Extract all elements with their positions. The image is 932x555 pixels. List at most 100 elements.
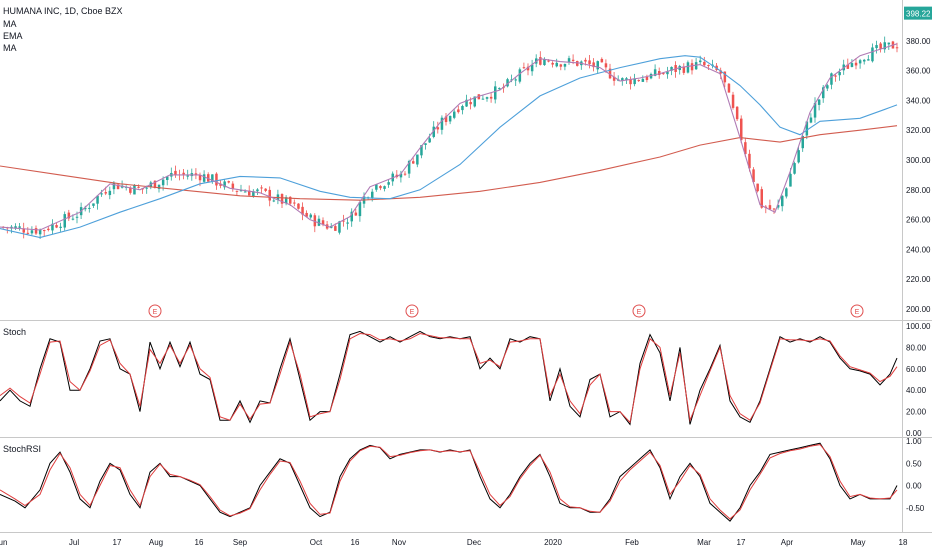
price-tick-label: 220.00 xyxy=(906,275,931,284)
candle-body xyxy=(412,161,415,164)
candle-body xyxy=(272,200,276,202)
candle-body xyxy=(871,47,874,62)
candle-body xyxy=(252,191,255,197)
price-tick-label: 200.00 xyxy=(906,305,931,314)
candle-body xyxy=(801,135,804,149)
candle-body xyxy=(645,76,649,81)
candle-body xyxy=(670,66,673,71)
candle-body xyxy=(604,63,608,68)
candle-body xyxy=(137,186,140,188)
candle-body xyxy=(432,126,435,137)
candle-body xyxy=(157,184,161,189)
price-tick-label: 320.00 xyxy=(906,126,931,135)
candle-body xyxy=(489,96,493,99)
candle-body xyxy=(744,142,747,155)
indicator-line xyxy=(0,43,898,231)
time-tick-label: Jul xyxy=(69,538,79,547)
candle-body xyxy=(198,175,202,181)
candle-body xyxy=(588,60,591,65)
time-tick-label: Nov xyxy=(392,538,406,547)
candle-body xyxy=(547,60,550,62)
candle-body xyxy=(473,96,476,107)
earnings-marker[interactable] xyxy=(405,304,419,318)
candle-body xyxy=(793,163,796,174)
candle-body xyxy=(34,228,38,234)
candle-body xyxy=(895,47,899,49)
candle-body xyxy=(264,188,267,191)
candle-body xyxy=(637,80,640,82)
price-tick-label: 360.00 xyxy=(906,67,931,76)
candle-body xyxy=(539,57,542,65)
candle-body xyxy=(522,67,526,69)
candle-body xyxy=(215,173,218,186)
stoch-tick-label: 100.00 xyxy=(906,322,931,331)
candle-body xyxy=(18,226,21,228)
candle-body xyxy=(174,170,177,176)
stochrsi-tick-label: 1.00 xyxy=(906,437,922,446)
stochrsi-line xyxy=(0,444,898,520)
candle-body xyxy=(879,43,882,49)
time-tick-label: May xyxy=(850,538,865,547)
candle-body xyxy=(887,42,891,45)
indicator-line xyxy=(0,125,898,201)
time-tick-label: 2020 xyxy=(544,538,562,547)
candle-body xyxy=(772,208,776,210)
price-tick-label: 300.00 xyxy=(906,156,931,165)
time-tick-label: Apr xyxy=(781,538,794,547)
candle-body xyxy=(682,66,686,73)
candle-body xyxy=(571,59,575,61)
earnings-marker-label: E xyxy=(410,309,415,316)
candle-body xyxy=(518,69,522,82)
time-tick-label: 16 xyxy=(351,538,360,547)
candle-body xyxy=(403,173,407,175)
candle-body xyxy=(690,63,694,71)
candle-body xyxy=(420,145,423,156)
candle-body xyxy=(371,191,374,199)
earnings-marker[interactable] xyxy=(632,304,646,318)
candle-body xyxy=(186,175,189,177)
candle-body xyxy=(92,203,95,206)
candle-body xyxy=(719,70,722,74)
candle-body xyxy=(375,184,378,190)
candle-body xyxy=(219,183,222,186)
candle-body xyxy=(608,68,612,79)
candle-body xyxy=(494,86,497,100)
grid-layer xyxy=(0,0,932,533)
stochrsi-tick-label: -0.50 xyxy=(906,504,925,513)
candle-body xyxy=(297,203,300,209)
candle-body xyxy=(686,62,690,73)
last-price-badge xyxy=(904,6,932,20)
candle-body xyxy=(383,186,386,189)
candle-body xyxy=(813,102,817,118)
candle-body xyxy=(67,212,71,219)
candle-body xyxy=(334,226,337,231)
earnings-marker[interactable] xyxy=(148,304,162,318)
candle-body xyxy=(596,61,599,70)
candle-body xyxy=(805,121,809,136)
candle-body xyxy=(776,204,780,208)
candle-body xyxy=(612,76,616,81)
candle-body xyxy=(256,189,259,192)
candle-body xyxy=(817,99,821,105)
earnings-marker[interactable] xyxy=(850,304,864,318)
candle-body xyxy=(399,173,403,178)
candle-body xyxy=(735,106,739,120)
candle-body xyxy=(289,196,292,204)
price-tick-label: 260.00 xyxy=(906,216,931,225)
candle-body xyxy=(621,78,624,81)
candle-body xyxy=(514,79,517,81)
time-tick-label: Oct xyxy=(310,538,323,547)
time-tick-label: un xyxy=(0,538,7,547)
candle-body xyxy=(506,79,509,87)
candle-body xyxy=(551,62,554,65)
stochrsi-pane-label: StochRSI xyxy=(3,444,41,454)
legend-ema: EMA xyxy=(3,31,23,41)
candle-body xyxy=(379,186,382,189)
candle-body xyxy=(703,61,706,66)
stoch-tick-label: 80.00 xyxy=(906,343,927,352)
candle-body xyxy=(424,143,427,145)
candle-body xyxy=(84,207,87,210)
candle-body xyxy=(834,75,837,77)
